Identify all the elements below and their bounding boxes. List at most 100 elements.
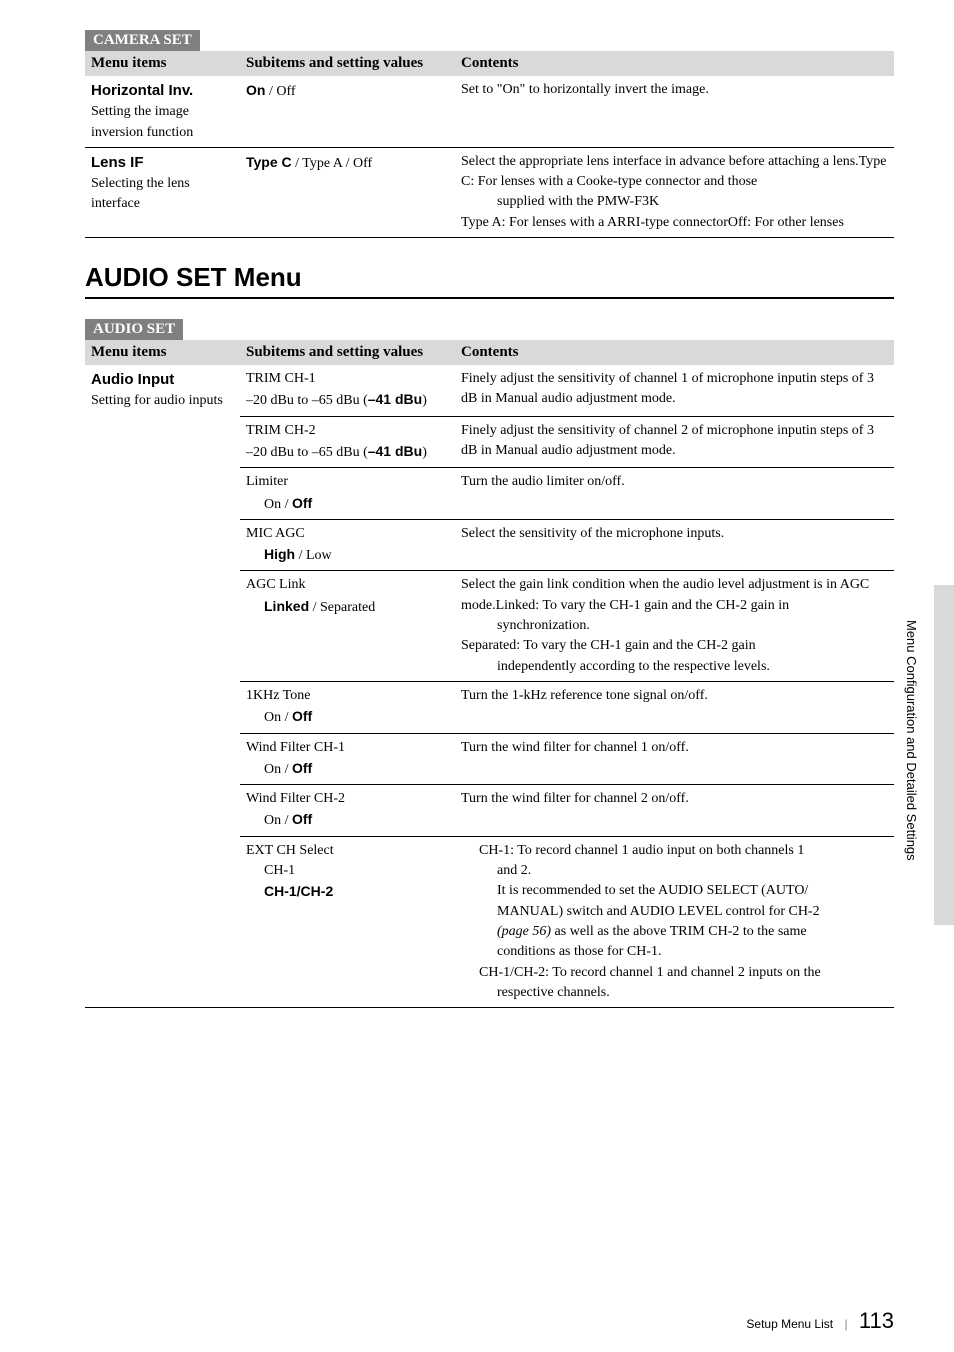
menu-cell: Horizontal Inv. Setting the image invers… <box>85 76 240 147</box>
camera-set-section: CAMERA SET Menu items Subitems and setti… <box>85 30 894 238</box>
nested-sub-cell: EXT CH SelectCH-1CH-1/CH-2 <box>240 837 455 1007</box>
sub-line: On / Off <box>246 758 449 780</box>
sub-line: Wind Filter CH-2 <box>246 789 449 809</box>
nested-row: Wind Filter CH-2 On / Off Turn the wind f… <box>240 785 894 837</box>
sub-plain: Wind Filter CH-1 <box>246 740 345 755</box>
sub-plain: On / <box>264 710 292 725</box>
col-header-sub: Subitems and setting values <box>240 51 455 76</box>
audio-set-body-row: Audio Input Setting for audio inputs TRI… <box>85 365 894 1008</box>
menu-item-desc: Setting the image inversion function <box>91 104 193 139</box>
content-line: independently according to the respectiv… <box>461 657 888 677</box>
content-line: supplied with the PMW-F3K <box>461 192 888 212</box>
footer-divider: | <box>844 1317 847 1331</box>
nested-sub-cell: Wind Filter CH-2 On / Off <box>240 785 455 836</box>
sub-line: –20 dBu to –65 dBu (–41 dBu) <box>246 389 449 411</box>
menu-item-desc: Selecting the lens interface <box>91 176 190 211</box>
sub-line: –20 dBu to –65 dBu (–41 dBu) <box>246 441 449 463</box>
sub-line: EXT CH Select <box>246 841 449 861</box>
sub-bold: Off <box>292 495 312 511</box>
sub-plain: On / <box>264 497 292 512</box>
nested-sub-cell: TRIM CH-1 –20 dBu to –65 dBu (–41 dBu) <box>240 365 455 416</box>
sub-line: On / Off <box>246 706 449 728</box>
nested-sub-cell: MIC AGC High / Low <box>240 520 455 571</box>
page: CAMERA SET Menu items Subitems and setti… <box>0 0 954 1352</box>
nested-content-cell: Turn the audio limiter on/off. <box>455 468 894 519</box>
content-line: Turn the wind filter for channel 2 on/of… <box>461 791 689 806</box>
sub-bold: Linked <box>264 598 309 614</box>
content-line: synchronization. <box>461 616 888 636</box>
nested-content-cell: Turn the 1-kHz reference tone signal on/… <box>455 682 894 733</box>
audio-set-header-row: Menu items Subitems and setting values C… <box>85 340 894 365</box>
content-line: CH-1/CH-2: To record channel 1 and chann… <box>461 963 888 983</box>
content-line: Linked: To vary the CH-1 gain and the CH… <box>496 598 789 613</box>
content-line: conditions as those for CH-1. <box>461 942 888 962</box>
nested-content-cell: Select the gain link condition when the … <box>455 571 894 680</box>
sub-bold: On <box>246 82 265 98</box>
content-line: Type A: For lenses with a ARRI-type conn… <box>461 215 728 230</box>
menu-item-title: Horizontal Inv. <box>91 82 193 99</box>
sub-line: On / Off <box>246 809 449 831</box>
content-cell: Select the appropriate lens interface in… <box>455 148 894 237</box>
sub-cell: On / Off <box>240 76 455 147</box>
sub-bold: Off <box>292 811 312 827</box>
sub-line: On / Off <box>246 493 449 515</box>
sub-rest: / Off <box>265 84 295 99</box>
sub-plain: On / <box>264 762 292 777</box>
sub-bold: High <box>264 546 295 562</box>
nested-row: MIC AGC High / Low Select the sensitivity… <box>240 520 894 572</box>
sub-bold: Off <box>292 708 312 724</box>
sub-plain: TRIM CH-1 <box>246 371 316 386</box>
nested-row: AGC LinkLinked / Separated Select the ga… <box>240 571 894 681</box>
nested-row: 1KHz Tone On / Off Turn the 1-kHz referen… <box>240 682 894 734</box>
camera-set-header-row: Menu items Subitems and setting values C… <box>85 51 894 76</box>
menu-item-title: Lens IF <box>91 154 144 171</box>
nested-row: Limiter On / Off Turn the audio limiter o… <box>240 468 894 520</box>
sub-plain: –20 dBu to –65 dBu ( <box>246 393 368 408</box>
content-line: Turn the wind filter for channel 1 on/of… <box>461 740 689 755</box>
footer-label: Setup Menu List <box>746 1317 833 1331</box>
sub-plain: On / <box>264 813 292 828</box>
sub-plain: 1KHz Tone <box>246 688 310 703</box>
col-header-cont: Contents <box>455 340 894 365</box>
content-line: Select the sensitivity of the microphone… <box>461 526 724 541</box>
content-cell: Set to "On" to horizontally invert the i… <box>455 76 894 147</box>
footer-page: 113 <box>859 1308 894 1333</box>
col-header-menu: Menu items <box>85 51 240 76</box>
content-line: Turn the audio limiter on/off. <box>461 474 625 489</box>
sub-after: ) <box>422 445 427 460</box>
sub-line: 1KHz Tone <box>246 686 449 706</box>
audio-nested-table: TRIM CH-1–20 dBu to –65 dBu (–41 dBu) Fi… <box>240 365 894 1007</box>
content-line: Turn the 1-kHz reference tone signal on/… <box>461 688 708 703</box>
sub-plain: Wind Filter CH-2 <box>246 791 345 806</box>
sub-cell: Type C / Type A / Off <box>240 148 455 237</box>
content-line: (page 56) as well as the above TRIM CH-2… <box>461 922 888 942</box>
audio-set-section: AUDIO SET Menu items Subitems and settin… <box>85 319 894 1008</box>
content-line: Finely adjust the sensitivity of channel… <box>461 371 806 386</box>
sub-after: / Separated <box>309 600 375 615</box>
sub-line: CH-1 <box>246 861 449 881</box>
menu-cell: Lens IF Selecting the lens interface <box>85 148 240 237</box>
side-band <box>934 585 954 925</box>
sub-line: Linked / Separated <box>246 596 449 618</box>
sub-line: Wind Filter CH-1 <box>246 738 449 758</box>
content-line: Separated: To vary the CH-1 gain and the… <box>461 638 756 653</box>
content-line: Off: For other lenses <box>728 215 844 230</box>
sub-bold: Off <box>292 760 312 776</box>
nested-content-cell: Select the sensitivity of the microphone… <box>455 520 894 571</box>
footer: Setup Menu List | 113 <box>746 1308 894 1334</box>
sub-rest: / Type A / Off <box>292 156 373 171</box>
nested-content-cell: Turn the wind filter for channel 1 on/of… <box>455 734 894 785</box>
camera-set-rows: Horizontal Inv. Setting the image invers… <box>85 76 894 238</box>
table-row: Lens IF Selecting the lens interface Typ… <box>85 148 894 238</box>
sub-plain: –20 dBu to –65 dBu ( <box>246 445 368 460</box>
sub-after: / Low <box>295 548 332 563</box>
sub-bold: –41 dBu <box>368 391 422 407</box>
nested-content-cell: Finely adjust the sensitivity of channel… <box>455 365 894 416</box>
sub-plain: MIC AGC <box>246 526 305 541</box>
content-line: Set to "On" to horizontally invert the i… <box>461 82 709 97</box>
sub-line: Limiter <box>246 472 449 492</box>
nested-sub-cell: AGC LinkLinked / Separated <box>240 571 455 680</box>
audio-set-badge: AUDIO SET <box>85 319 183 340</box>
sub-plain: Limiter <box>246 474 288 489</box>
nested-sub-cell: 1KHz Tone On / Off <box>240 682 455 733</box>
